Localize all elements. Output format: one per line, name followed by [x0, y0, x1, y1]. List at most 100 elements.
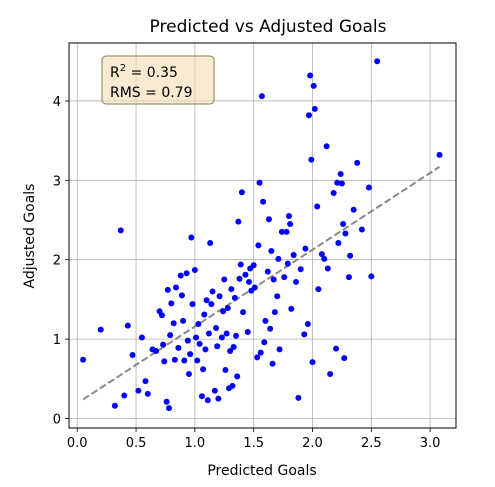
data-point — [318, 251, 325, 258]
data-point — [321, 255, 328, 262]
data-point — [97, 326, 104, 333]
data-point — [175, 344, 182, 351]
y-axis-ticks: 0 1 2 3 4 — [53, 95, 69, 427]
data-point — [196, 340, 203, 347]
data-point — [236, 275, 243, 282]
data-point — [268, 247, 275, 254]
data-point — [138, 334, 145, 341]
data-point — [198, 393, 205, 400]
data-point — [324, 265, 331, 272]
data-point — [181, 357, 188, 364]
data-point — [274, 293, 281, 300]
data-point — [334, 179, 341, 186]
data-point — [230, 344, 237, 351]
data-point — [250, 262, 257, 269]
data-point — [258, 93, 265, 100]
data-point — [231, 294, 238, 301]
data-point — [191, 267, 198, 274]
y-axis-label: Adjusted Goals — [22, 184, 38, 289]
data-point — [254, 354, 261, 361]
data-point — [314, 203, 321, 210]
data-points — [80, 58, 443, 412]
data-point — [193, 334, 200, 341]
data-point — [142, 378, 149, 385]
data-point — [311, 105, 318, 112]
data-point — [195, 321, 202, 328]
data-point — [302, 245, 309, 252]
data-point — [265, 216, 272, 223]
data-point — [374, 58, 381, 65]
data-point — [213, 324, 220, 331]
y-tick-label: 3 — [53, 174, 61, 189]
data-point — [167, 332, 174, 339]
data-point — [260, 198, 267, 205]
y-tick-label: 2 — [53, 254, 61, 269]
data-point — [121, 392, 128, 399]
data-point — [281, 274, 288, 281]
data-point — [163, 398, 170, 405]
data-point — [224, 305, 231, 312]
data-point — [270, 276, 277, 283]
x-tick-label: 3.0 — [420, 436, 441, 451]
x-tick-label: 2.5 — [361, 436, 382, 451]
data-point — [350, 206, 357, 213]
data-point — [310, 82, 317, 89]
x-axis-label: Predicted Goals — [207, 463, 316, 479]
data-point — [315, 286, 322, 293]
data-point — [221, 276, 228, 283]
data-point — [347, 252, 354, 259]
rms-label: RMS = 0.79 — [110, 85, 193, 101]
data-point — [257, 349, 264, 356]
data-point — [233, 332, 240, 339]
data-point — [278, 228, 285, 235]
data-point — [235, 218, 242, 225]
data-point — [335, 240, 342, 247]
data-point — [234, 373, 241, 380]
data-point — [222, 367, 229, 374]
data-point — [183, 270, 190, 277]
data-point — [267, 325, 274, 332]
data-point — [308, 156, 315, 163]
data-point — [229, 382, 236, 389]
data-point — [285, 213, 292, 220]
data-point — [209, 288, 216, 295]
data-point — [227, 348, 234, 354]
data-point — [244, 328, 251, 335]
data-point — [287, 220, 294, 227]
data-point — [160, 341, 167, 348]
data-point — [330, 190, 337, 197]
x-tick-label: 0.5 — [126, 436, 147, 451]
data-point — [333, 345, 340, 352]
data-point — [165, 405, 172, 412]
data-point — [238, 189, 245, 196]
data-point — [215, 395, 222, 402]
data-point — [124, 322, 131, 329]
data-point — [295, 394, 302, 401]
data-point — [135, 387, 142, 394]
data-point — [262, 317, 269, 324]
data-point — [242, 271, 249, 278]
data-point — [218, 334, 225, 341]
data-point — [240, 309, 247, 316]
r-squared-superscript: 2 — [120, 63, 126, 74]
data-point — [304, 321, 311, 328]
data-point — [365, 184, 372, 191]
r-squared-label: R2 = 0.35 — [110, 63, 178, 81]
data-point — [284, 260, 291, 267]
stats-annotation: R2 = 0.35 RMS = 0.79 — [101, 55, 215, 105]
data-point — [203, 297, 210, 304]
data-point — [173, 284, 180, 291]
data-point — [204, 397, 211, 404]
data-point — [358, 226, 365, 233]
data-point — [211, 387, 218, 394]
data-point — [340, 220, 347, 227]
data-point — [187, 351, 194, 358]
data-point — [256, 179, 263, 186]
data-point — [368, 273, 375, 280]
y-tick-label: 4 — [53, 95, 61, 110]
data-point — [283, 228, 290, 235]
data-point — [144, 390, 151, 397]
data-point — [161, 358, 168, 365]
data-point — [164, 286, 171, 293]
data-point — [111, 402, 118, 409]
